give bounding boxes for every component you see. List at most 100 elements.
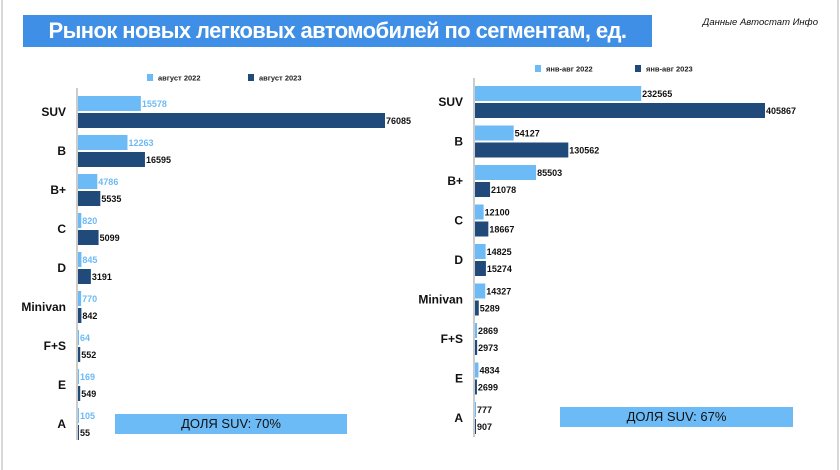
bar: [78, 96, 141, 111]
bar: [78, 330, 79, 345]
category-label: Minivan: [418, 293, 463, 307]
bar: [475, 182, 491, 197]
category-label: B: [454, 135, 463, 149]
bar: [475, 261, 486, 276]
data-label: 907: [477, 422, 492, 432]
bar: [78, 213, 82, 228]
category-label: A: [57, 417, 66, 431]
data-label: 169: [80, 372, 95, 382]
legend-swatch: [147, 74, 153, 81]
data-label: 12100: [485, 208, 510, 218]
category-label: B+: [50, 183, 66, 197]
data-label: 842: [82, 311, 97, 321]
category-label: F+S: [44, 339, 66, 353]
source-note: Данные Автостат Инфо: [702, 17, 818, 28]
data-label: 549: [81, 389, 96, 399]
bar: [475, 86, 642, 101]
suv-share-right: ДОЛЯ SUV: 67%: [560, 407, 793, 427]
bar: [475, 402, 476, 417]
bar: [475, 379, 477, 395]
data-label: 14825: [487, 247, 512, 257]
bar: [78, 174, 98, 189]
bar: [475, 340, 478, 355]
bar: [78, 347, 81, 362]
bar: [475, 419, 476, 434]
bar: [78, 152, 145, 167]
bar: [475, 323, 478, 338]
data-label: 2973: [478, 343, 498, 353]
data-label: 21078: [491, 185, 516, 195]
data-label: 64: [80, 333, 90, 343]
category-label: D: [454, 253, 463, 267]
category-label: B: [57, 144, 66, 158]
bar: [475, 103, 765, 118]
bar: [78, 135, 128, 150]
bar: [475, 244, 486, 259]
legend-swatch: [535, 65, 541, 72]
data-label: 845: [82, 255, 97, 265]
data-label: 4834: [479, 366, 499, 376]
data-label: 405867: [766, 106, 796, 116]
data-label: 5535: [101, 194, 121, 204]
data-label: 12263: [128, 138, 153, 148]
data-label: 105: [80, 411, 95, 421]
data-label: 18667: [489, 225, 514, 235]
category-label: A: [454, 411, 463, 425]
bar: [78, 113, 385, 128]
bar: [78, 230, 99, 245]
data-label: 76085: [386, 116, 411, 126]
data-label: 54127: [515, 129, 540, 139]
bar: [475, 283, 486, 299]
category-label: SUV: [41, 105, 66, 119]
data-label: 55: [80, 428, 90, 438]
page-title: Рынок новых легковых автомобилей по сегм…: [23, 15, 652, 47]
data-label: 3191: [92, 272, 112, 282]
category-label: C: [454, 214, 463, 228]
category-label: E: [455, 372, 463, 386]
legend-label: янв-авг 2022: [546, 65, 593, 74]
category-label: E: [58, 378, 66, 392]
legend-label: август 2022: [158, 74, 201, 83]
suv-share-left: ДОЛЯ SUV: 70%: [115, 414, 347, 434]
bar: [78, 191, 101, 206]
data-label: 15578: [142, 99, 167, 109]
data-label: 4786: [98, 177, 118, 187]
category-label: C: [57, 222, 66, 236]
left-border: [1, 0, 3, 470]
bar: [78, 252, 82, 267]
data-label: 770: [82, 294, 97, 304]
right-border: [837, 0, 839, 470]
data-label: 5099: [100, 233, 120, 243]
data-label: 14327: [486, 287, 511, 297]
legend-swatch: [248, 74, 254, 81]
data-label: 16595: [146, 155, 171, 165]
category-label: D: [57, 261, 66, 275]
data-label: 2869: [478, 326, 498, 336]
data-label: 820: [82, 216, 97, 226]
bar: [475, 221, 489, 237]
bar: [78, 386, 81, 401]
bar: [475, 362, 479, 378]
category-label: F+S: [441, 332, 463, 346]
bar: [78, 425, 79, 440]
data-label: 552: [81, 350, 96, 360]
legend-swatch: [635, 65, 641, 72]
data-label: 232565: [642, 89, 672, 99]
data-label: 130562: [569, 146, 599, 156]
bar: [78, 408, 79, 423]
data-label: 85503: [537, 168, 562, 178]
data-label: 2699: [478, 383, 498, 393]
data-label: 15274: [487, 264, 512, 274]
data-label: 5289: [480, 304, 500, 314]
category-label: Minivan: [21, 300, 66, 314]
legend-label: август 2023: [259, 74, 302, 83]
bar: [475, 165, 537, 180]
bar: [78, 291, 82, 306]
bar: [78, 269, 91, 284]
legend-label: янв-авг 2023: [646, 65, 693, 74]
data-label: 777: [477, 405, 492, 415]
bar: [475, 300, 479, 316]
bar: [475, 204, 484, 220]
category-label: SUV: [438, 95, 463, 109]
